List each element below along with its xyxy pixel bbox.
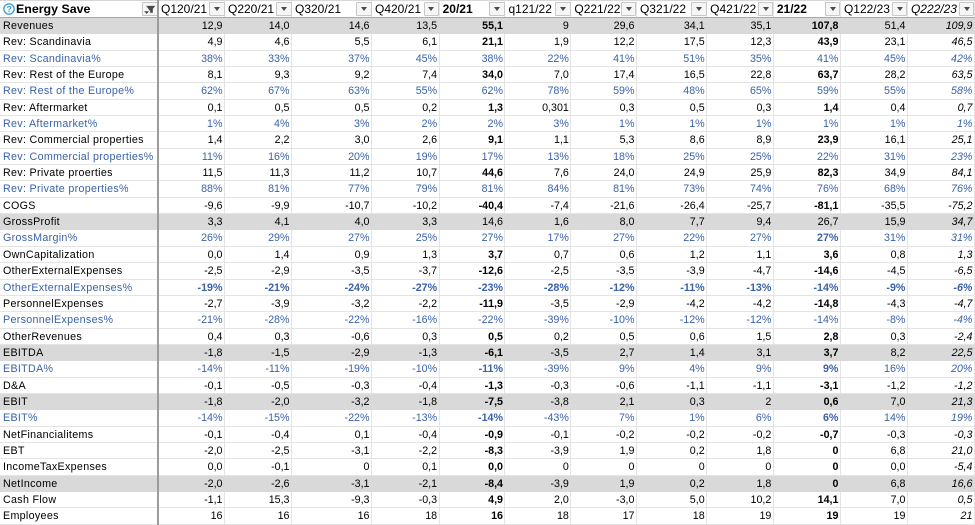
svg-text:?: ? bbox=[6, 4, 11, 14]
